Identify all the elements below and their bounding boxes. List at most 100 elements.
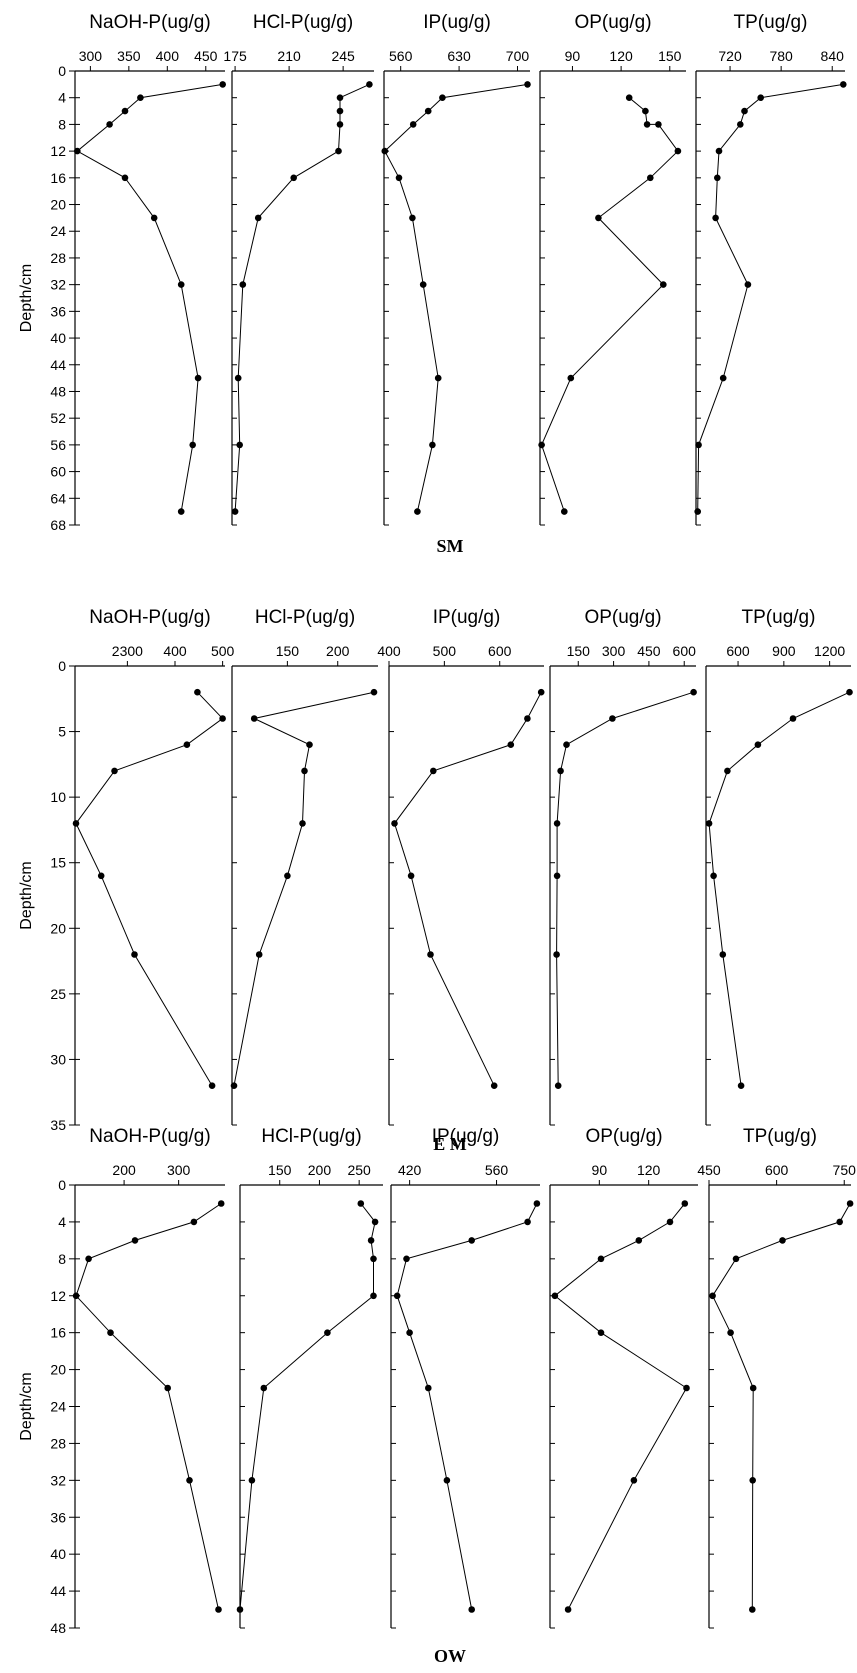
y-tick-label: 40 xyxy=(50,330,66,346)
data-point xyxy=(409,121,417,128)
data-point xyxy=(630,1477,638,1484)
data-point xyxy=(370,688,378,696)
data-point xyxy=(336,121,344,128)
panel-em-0: NaOH-P(ug/g) 2300 400 500 xyxy=(72,607,235,1126)
data-point xyxy=(840,81,847,88)
series-line xyxy=(384,83,528,512)
section-label-sm: SM xyxy=(437,536,464,556)
x-tick-label: 700 xyxy=(506,48,530,64)
y-tick-label: 4 xyxy=(58,1214,66,1230)
y-tick-label: 16 xyxy=(50,170,66,186)
data-point xyxy=(189,441,196,449)
data-point xyxy=(567,374,575,382)
y-tick-label: 25 xyxy=(50,986,66,1002)
data-point xyxy=(395,174,403,182)
data-point xyxy=(393,1292,401,1300)
x-tick-label: 120 xyxy=(637,1162,661,1178)
y-tick-label: 20 xyxy=(50,1362,66,1378)
y-tick-label: 0 xyxy=(58,63,66,79)
series-line xyxy=(541,97,679,512)
y-tick-label: 5 xyxy=(58,724,66,740)
data-point xyxy=(107,1329,114,1336)
data-point xyxy=(846,1200,854,1207)
panel-sm-2: IP(ug/g) 560 630 700 xyxy=(381,12,531,526)
data-point xyxy=(537,688,545,696)
data-point xyxy=(719,374,727,382)
data-point xyxy=(367,1237,375,1244)
data-point xyxy=(97,872,105,880)
data-point xyxy=(710,872,717,880)
data-point xyxy=(215,1606,222,1613)
panel-title: TP(ug/g) xyxy=(742,607,816,628)
y-tick-label: 44 xyxy=(50,1583,66,1599)
data-point xyxy=(714,174,721,182)
data-point xyxy=(121,107,129,115)
section-label-ow: OW xyxy=(434,1646,466,1666)
x-tick-label: 200 xyxy=(308,1162,332,1178)
data-point xyxy=(507,741,515,748)
data-point xyxy=(219,715,226,722)
x-tick-label: 600 xyxy=(726,643,750,659)
data-point xyxy=(690,688,697,696)
data-point xyxy=(234,374,242,382)
data-point xyxy=(643,121,651,128)
chart-em: E M Depth/cm 0 5 10 15 20 25 30 35 NaOH-P(ug/g) 230… xyxy=(18,607,853,1154)
data-point xyxy=(709,1292,716,1300)
panel-title: HCl-P(ug/g) xyxy=(261,1126,361,1147)
data-point xyxy=(424,107,432,115)
data-point xyxy=(561,508,568,515)
data-point xyxy=(177,281,185,288)
data-point xyxy=(290,174,298,182)
data-point xyxy=(779,1237,786,1244)
data-point xyxy=(239,281,247,288)
data-point xyxy=(553,872,561,880)
x-tick-label: 750 xyxy=(833,1162,857,1178)
y-axis-label: Depth/cm xyxy=(18,264,35,332)
data-point xyxy=(642,107,649,115)
x-tick-label: 245 xyxy=(331,48,355,64)
data-point xyxy=(719,951,727,958)
data-point xyxy=(427,951,434,958)
x-tick-label: 500 xyxy=(433,643,457,659)
y-tick-label: 15 xyxy=(50,855,66,871)
y-tick-label: 8 xyxy=(58,1251,66,1267)
x-tick-label: 600 xyxy=(765,1162,789,1178)
data-point xyxy=(724,767,731,775)
data-point xyxy=(186,1477,193,1484)
panel-sm-0: NaOH-P(ug/g) 300 350 400 450 xyxy=(74,12,226,526)
data-point xyxy=(789,715,797,722)
x-tick-label: 720 xyxy=(718,48,742,64)
x-tick-label: 450 xyxy=(194,48,218,64)
x-tick-label: 450 xyxy=(697,1162,721,1178)
data-point xyxy=(443,1477,451,1484)
data-point xyxy=(737,1082,745,1089)
data-point xyxy=(284,872,291,880)
x-tick-label: 200 xyxy=(326,643,350,659)
data-point xyxy=(72,1292,80,1300)
y-tick-label: 12 xyxy=(50,143,66,159)
data-point xyxy=(712,214,719,222)
data-point xyxy=(236,1606,244,1613)
data-point xyxy=(183,741,191,748)
data-point xyxy=(597,1329,605,1336)
data-point xyxy=(150,214,158,222)
series-line xyxy=(396,1203,538,1610)
y-tick-label: 68 xyxy=(50,517,66,533)
data-point xyxy=(121,174,129,182)
data-point xyxy=(655,121,662,128)
panel-title: TP(ug/g) xyxy=(734,12,808,33)
panel-title: IP(ug/g) xyxy=(433,607,501,628)
y-tick-label: 52 xyxy=(50,410,66,426)
data-point xyxy=(554,1082,562,1089)
panel-em-4: TP(ug/g) 600 900 1200 xyxy=(705,607,853,1126)
data-point xyxy=(732,1255,740,1263)
panel-title: IP(ug/g) xyxy=(423,12,491,33)
data-point xyxy=(391,820,398,827)
series-line xyxy=(234,83,370,512)
x-tick-label: 630 xyxy=(447,48,471,64)
y-tick-label: 12 xyxy=(50,1288,66,1304)
series-line xyxy=(239,1203,376,1610)
data-point xyxy=(250,715,258,722)
data-point xyxy=(625,94,633,101)
